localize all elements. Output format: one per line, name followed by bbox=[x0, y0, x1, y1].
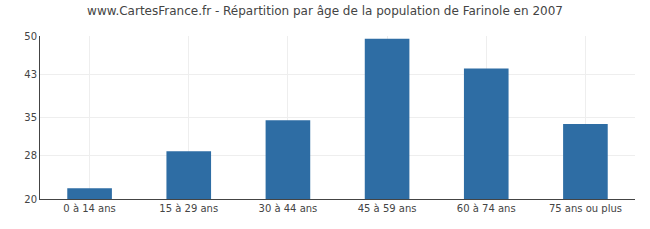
svg-text:60 à 74 ans: 60 à 74 ans bbox=[457, 203, 516, 214]
svg-text:75 ans ou plus: 75 ans ou plus bbox=[549, 203, 622, 214]
svg-text:45 à 59 ans: 45 à 59 ans bbox=[358, 203, 417, 214]
svg-text:35: 35 bbox=[24, 112, 37, 123]
svg-text:0 à 14 ans: 0 à 14 ans bbox=[63, 203, 115, 214]
svg-text:www.CartesFrance.fr - Répartit: www.CartesFrance.fr - Répartition par âg… bbox=[87, 4, 563, 18]
svg-text:30 à 44 ans: 30 à 44 ans bbox=[259, 203, 318, 214]
svg-text:50: 50 bbox=[24, 31, 37, 42]
svg-text:15 à 29 ans: 15 à 29 ans bbox=[159, 203, 218, 214]
svg-text:20: 20 bbox=[24, 194, 37, 205]
svg-text:43: 43 bbox=[24, 69, 37, 80]
svg-text:28: 28 bbox=[24, 150, 37, 161]
